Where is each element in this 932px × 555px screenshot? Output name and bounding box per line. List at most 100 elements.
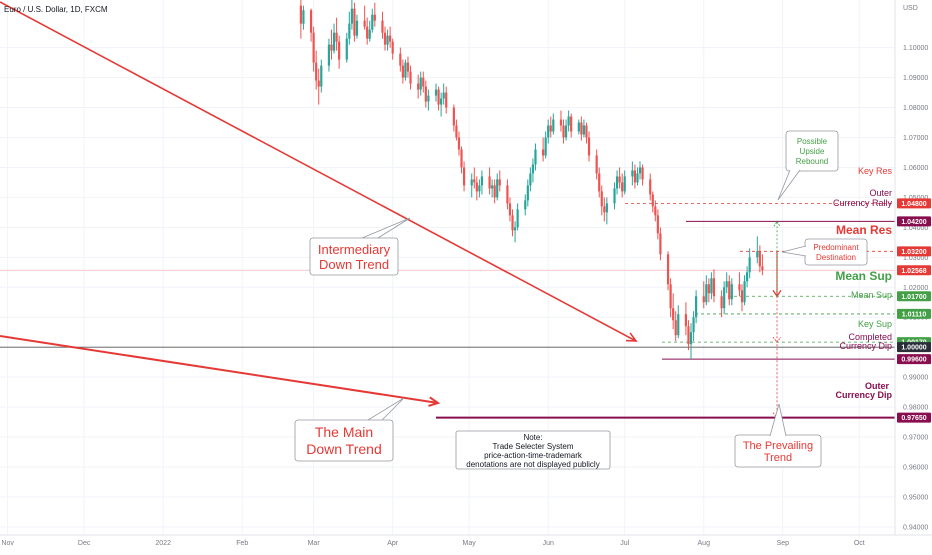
candle [707,278,710,303]
price-badge: 1.01110 [897,308,931,319]
candle-body [442,92,445,99]
candle-body [672,308,675,321]
candle [516,203,519,231]
candle [534,143,537,171]
candle [460,146,463,174]
main-trendline-shaft [0,335,439,404]
candle-body [728,281,731,300]
note-line2: Trade Selecter System [492,442,573,451]
candle [621,173,624,198]
candle-body [651,194,654,207]
candle-body [399,53,402,66]
price-badge-bg [897,246,931,257]
candlestick-series [299,0,764,360]
candle [595,149,598,180]
candle [419,71,422,96]
callout-prevailing-line1: The Prevailing [743,440,813,452]
candle-body [460,149,463,168]
candle [350,0,353,30]
callout-intermediary-pointer [361,217,411,239]
candle-body [723,287,726,309]
y-tick-label: 0.97000 [903,435,928,442]
candle [455,119,458,141]
candle [427,89,430,111]
candle [659,227,662,261]
candle [299,0,302,39]
trend-lines [0,1,638,421]
candle [654,200,657,222]
price-badge: 1.00000 [897,342,931,353]
x-tick-label: Apr [387,540,399,547]
label-outer-rally-2: Currency Rally [833,198,893,208]
candle [636,167,639,186]
candle-body [348,23,351,39]
candle [493,179,496,204]
x-tick-label: Aug [698,540,711,547]
candle-body [598,173,601,192]
intermediary-trendline-shaft [0,1,637,342]
candle-body [299,5,302,24]
candle-body [506,185,509,204]
candle [511,209,514,237]
candle [491,179,494,198]
candle [440,92,443,117]
candle [587,131,591,162]
candle [615,170,619,195]
candle-body [656,215,659,234]
candle [598,167,601,198]
time-axis[interactable]: Nov Dec 2022 Feb Mar Apr May Jun Jul Aug Sep Oct [0,534,932,547]
candle [383,26,387,51]
price-badge: 0.99600 [897,354,931,365]
chart-title: Euro / U.S. Dollar, 1D, FXCM [4,5,108,14]
candle-body [417,83,420,90]
candle [406,56,410,78]
candle-body [366,26,369,39]
label-mean-sup-small: Mean Sup [851,290,892,300]
candle-body [355,20,359,36]
candle [488,167,491,195]
candle-body [761,266,764,271]
price-badge-text: 1.00000 [901,345,926,352]
price-badge-bg [897,412,931,423]
candle-body [404,62,407,78]
candle [743,275,746,306]
candle [552,113,555,135]
candle-body [677,314,680,336]
candle [437,86,440,111]
candle [496,173,499,201]
candle [302,5,305,30]
candle-body [493,185,496,198]
candle [544,131,547,159]
y-tick-label: 0.99000 [903,375,928,382]
y-tick-label: 1.08000 [903,105,928,112]
candle-body [478,185,481,192]
label-mean-res: Mean Res [836,223,892,237]
candle-body [552,119,555,132]
candle-body [738,284,741,291]
candle [712,269,716,303]
candle [417,74,420,99]
candle [666,251,670,291]
candle [761,254,764,276]
note-line4: denotations are not displayed publicly [466,460,599,469]
callout-destination-line2: Destination [816,253,856,262]
candle-body [445,92,448,108]
price-badge-bg [897,308,931,319]
candle [498,170,501,192]
candle-body [353,8,356,36]
candle [424,80,427,108]
candle [371,8,374,33]
candle-body [470,179,473,186]
candle-body [488,176,491,189]
callout-main-line1: The Main [315,424,373,440]
candle [728,275,731,306]
price-badge-bg [897,354,931,365]
price-badges: 1.04800 1.04200 1.03200 1.02568 1.01700 1.011… [897,198,931,423]
candle-body [580,122,583,135]
candle-body [424,86,427,102]
x-tick-label: 2022 [155,540,171,547]
candle-body [529,173,532,186]
intermediary-trendline-head [625,332,638,342]
candle-body [633,170,637,183]
